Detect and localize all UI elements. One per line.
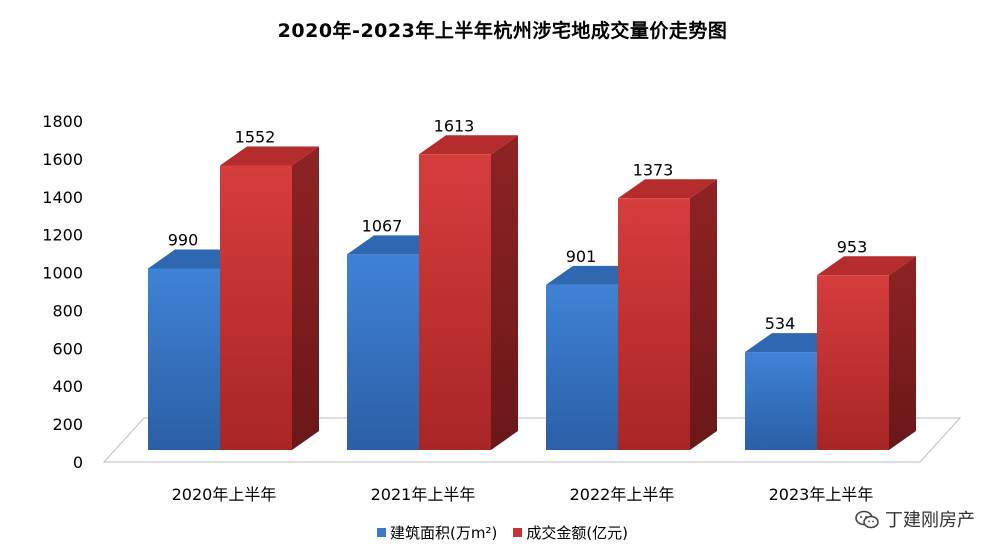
bar-side: [889, 256, 916, 450]
bar-amount-1: [419, 135, 518, 451]
bar-top: [817, 256, 916, 276]
bar-top: [220, 146, 319, 166]
legend-item: 建筑面积(万m²): [376, 522, 498, 543]
legend-item: 成交金额(亿元): [513, 522, 628, 543]
bar-top: [618, 179, 717, 199]
bar-side: [491, 135, 518, 451]
y-tick-label: 400: [52, 377, 83, 396]
legend-label: 成交金额(亿元): [526, 524, 629, 542]
x-tick-label: 2020年上半年: [172, 485, 277, 504]
bar-front: [220, 165, 292, 450]
bar-side: [292, 146, 319, 450]
bar-front: [546, 284, 618, 450]
bar-front: [347, 254, 419, 450]
chart-plot: 0 200 400 600 800 1000 1200 1400 1600 1800 990 155…: [42, 112, 962, 504]
bar-front: [817, 275, 889, 450]
y-tick-label: 1200: [42, 226, 83, 245]
bar-front: [419, 154, 491, 451]
x-tick-label: 2021年上半年: [371, 485, 476, 504]
data-label: 1067: [362, 216, 403, 235]
chart-title: 2020年-2023年上半年杭州涉宅地成交量价走势图: [277, 20, 728, 42]
data-label: 1613: [434, 116, 475, 135]
legend-swatch: [513, 528, 523, 537]
data-label: 1373: [633, 160, 674, 179]
wechat-icon: [855, 510, 879, 535]
y-tick-label: 600: [52, 339, 83, 358]
bar-front: [148, 268, 220, 450]
legend-swatch: [376, 528, 386, 537]
bar-amount-2: [618, 179, 717, 451]
y-tick-label: 0: [73, 453, 83, 472]
y-tick-label: 800: [52, 301, 83, 320]
watermark: 丁建刚房产: [855, 506, 975, 535]
bar-top: [419, 135, 518, 155]
legend-label: 建筑面积(万m²): [389, 524, 498, 542]
bar-front: [745, 352, 817, 450]
data-label: 990: [168, 231, 199, 250]
x-tick-label: 2022年上半年: [570, 485, 675, 504]
y-tick-label: 1000: [42, 264, 83, 283]
x-tick-label: 2023年上半年: [769, 485, 874, 504]
bar-front: [618, 198, 690, 450]
watermark-text: 丁建刚房产: [885, 510, 975, 531]
y-tick-label: 200: [52, 415, 83, 434]
data-label: 1552: [235, 127, 276, 146]
y-tick-label: 1800: [42, 112, 83, 131]
data-label: 901: [566, 247, 597, 266]
legend: 建筑面积(万m²) 成交金额(亿元): [0, 522, 1005, 543]
bar-side: [690, 179, 717, 451]
y-tick-label: 1400: [42, 188, 83, 207]
data-label: 953: [837, 237, 868, 256]
bar-amount-3: [817, 256, 916, 450]
y-tick-label: 1600: [42, 150, 83, 169]
data-label: 534: [765, 314, 796, 333]
bar-amount-0: [220, 146, 319, 450]
